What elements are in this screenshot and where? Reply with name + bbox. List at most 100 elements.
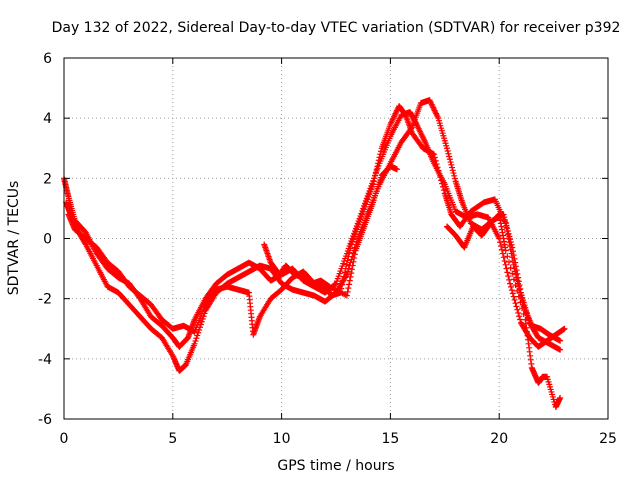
y-tick-label: 0 <box>43 232 52 248</box>
data-point <box>373 166 380 173</box>
data-point <box>339 281 346 288</box>
data-point <box>515 309 522 316</box>
data-point <box>451 175 458 182</box>
data-point <box>349 262 356 269</box>
data-point <box>510 261 517 268</box>
data-point <box>503 265 510 272</box>
data-point <box>369 181 376 188</box>
data-point <box>499 250 506 257</box>
data-point <box>517 299 524 306</box>
data-point <box>351 251 358 258</box>
data-point <box>343 292 350 299</box>
data-point <box>346 281 353 288</box>
data-point <box>450 170 457 177</box>
data-point <box>512 282 519 289</box>
data-point <box>497 239 504 246</box>
data-point <box>191 340 198 347</box>
data-point <box>372 169 379 176</box>
data-point <box>436 170 443 177</box>
data-series <box>261 163 564 410</box>
data-point <box>507 246 514 253</box>
data-point <box>351 255 358 262</box>
data-point <box>561 325 568 332</box>
data-point <box>514 287 521 294</box>
data-point <box>520 310 527 317</box>
data-point <box>350 258 357 265</box>
data-point <box>449 167 456 174</box>
y-tick-label: -6 <box>38 412 52 428</box>
y-tick-label: 2 <box>43 171 52 187</box>
data-point <box>451 172 458 179</box>
data-point <box>431 154 438 161</box>
data-point <box>443 145 450 152</box>
data-point <box>341 269 348 276</box>
grid <box>64 58 608 419</box>
data-point <box>347 273 354 280</box>
data-point <box>511 296 518 303</box>
data-point <box>514 306 521 313</box>
data-point <box>447 159 454 166</box>
data-point <box>507 280 514 287</box>
data-point <box>507 283 514 290</box>
x-tick-label: 25 <box>599 431 617 447</box>
data-point <box>504 227 511 234</box>
data-point <box>344 257 351 264</box>
data-series <box>65 103 564 344</box>
data-point <box>500 254 507 261</box>
data-point <box>509 254 516 261</box>
data-point <box>445 150 452 157</box>
data-point <box>370 178 377 185</box>
data-point <box>193 335 200 342</box>
x-tick-label: 0 <box>60 431 69 447</box>
axis-ticks <box>63 57 609 420</box>
data-point <box>504 231 511 238</box>
data-point <box>439 180 446 187</box>
data-point <box>430 151 437 158</box>
data-point <box>438 177 445 184</box>
data-point <box>347 245 354 252</box>
data-point <box>446 156 453 163</box>
data-point <box>511 265 518 272</box>
data-point <box>192 338 199 345</box>
data-point <box>377 151 384 158</box>
data-point <box>375 160 382 167</box>
y-tick-label: -2 <box>38 292 52 308</box>
data-point <box>519 305 526 312</box>
data-point <box>332 281 339 288</box>
data-point <box>509 290 516 297</box>
chart-title: Day 132 of 2022, Sidereal Day-to-day VTE… <box>52 20 621 36</box>
data-point <box>346 277 353 284</box>
data-point <box>446 153 453 160</box>
data-point <box>344 268 351 275</box>
data-point <box>514 277 521 284</box>
data-point <box>507 264 514 271</box>
data-point <box>376 154 383 161</box>
data-point <box>513 303 520 310</box>
data-point <box>393 166 400 173</box>
data-point <box>498 243 505 250</box>
y-tick-label: 6 <box>43 51 52 67</box>
data-point <box>434 164 441 171</box>
data-point <box>344 288 351 295</box>
data-point <box>348 270 355 277</box>
data-point <box>377 148 384 155</box>
data-point <box>449 164 456 171</box>
x-tick-label: 15 <box>381 431 399 447</box>
data-point <box>432 157 439 164</box>
data-point <box>516 313 523 320</box>
data-point <box>340 273 347 280</box>
data-point <box>375 157 382 164</box>
y-tick-label: 4 <box>43 111 52 127</box>
data-point <box>448 161 455 168</box>
x-tick-label: 5 <box>168 431 177 447</box>
data-point <box>498 246 505 253</box>
data-point <box>505 273 512 280</box>
data-point <box>502 247 509 254</box>
data-point <box>508 287 515 294</box>
data-point <box>372 172 379 179</box>
data-point <box>345 285 352 292</box>
data-point <box>512 300 519 307</box>
data-point <box>199 315 206 322</box>
x-axis-label: GPS time / hours <box>277 458 394 474</box>
